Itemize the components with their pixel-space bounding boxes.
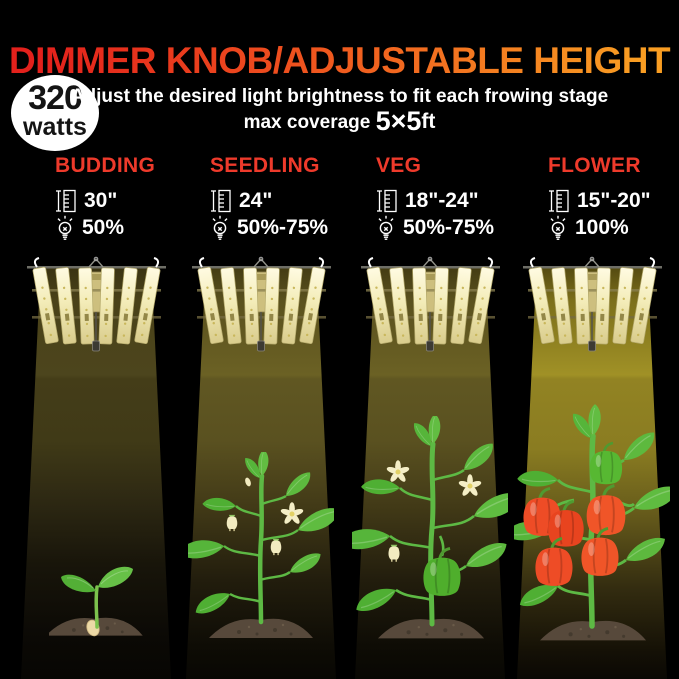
subtitle-line2: max coverage 5×5ft [0,108,679,136]
grow-light-fixture [358,256,503,358]
brightness-row: 50%-75% [210,214,328,241]
wattage-unit: watts [23,113,87,141]
stage-column-flower: FLOWER 15"-20" 100% [548,154,651,241]
coverage-unit: ft [421,110,436,133]
coverage-prefix: max coverage [243,112,376,133]
flowering-plant-illustration [514,402,670,641]
brightness-row: 50% [55,214,155,241]
stage-column-seedling: SEEDLING 24" 50%-75% [210,154,328,241]
grow-light-fixture [24,256,169,358]
height-value: 30" [84,188,118,212]
hanging-height-row: 24" [210,187,328,214]
hanging-height-row: 18"-24" [376,187,494,214]
wattage-value: 320 [28,79,83,117]
stage-name: FLOWER [548,154,641,177]
brightness-value: 50% [82,215,125,239]
hanging-height-row: 15"-20" [548,187,651,214]
grow-light-fixture [189,256,334,358]
bulb-icon [378,215,394,240]
brightness-value: 50%-75% [237,215,329,239]
seedling-plant-illustration [188,452,334,638]
subtitle: Adjust the desired light brightness to f… [0,85,679,136]
veg-plant-illustration [352,416,508,639]
grow-light-fixture [520,256,665,358]
height-value: 18"-24" [405,188,479,212]
ruler-icon [56,189,76,212]
brightness-row: 100% [548,214,651,241]
stage-column-budding: BUDDING 30" 50% [55,154,155,241]
bulb-icon [57,215,73,240]
bulb-icon [212,215,228,240]
page-title: DIMMER KNOB/ADJUSTABLE HEIGHT [0,40,679,82]
subtitle-line1: Adjust the desired light brightness to f… [70,86,609,107]
ruler-icon [549,189,569,212]
brightness-value: 100% [575,215,629,239]
stage-name: VEG [376,154,422,177]
brightness-row: 50%-75% [376,214,494,241]
brightness-value: 50%-75% [403,215,495,239]
stage-name: SEEDLING [210,154,320,177]
coverage-size: 5×5 [375,106,422,136]
height-value: 24" [239,188,273,212]
wattage-badge: 320 watts [11,75,99,151]
stage-name: BUDDING [55,154,156,177]
stage-column-veg: VEG 18"-24" 50%-75% [376,154,494,241]
height-value: 15"-20" [577,188,651,212]
ruler-icon [377,189,397,212]
hanging-height-row: 30" [55,187,155,214]
bulb-icon [550,215,566,240]
sprout-illustration [49,566,143,637]
ruler-icon [211,189,231,212]
